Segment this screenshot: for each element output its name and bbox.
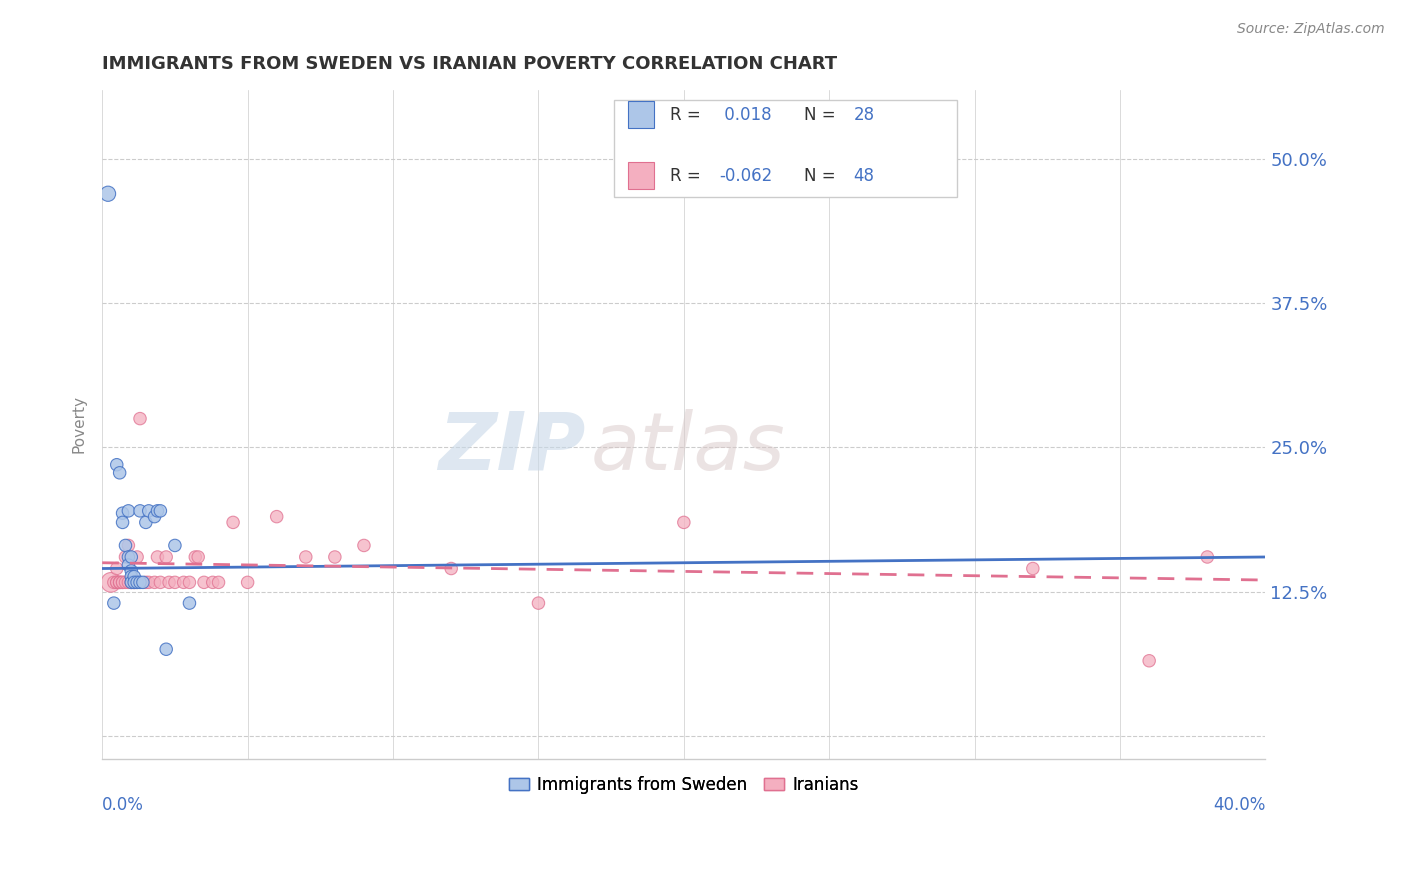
Point bbox=[135, 516, 157, 530]
Point bbox=[323, 549, 346, 564]
Point bbox=[117, 558, 139, 572]
FancyBboxPatch shape bbox=[614, 100, 957, 197]
Text: Source: ZipAtlas.com: Source: ZipAtlas.com bbox=[1237, 22, 1385, 37]
Point bbox=[207, 575, 229, 590]
Point bbox=[105, 575, 128, 590]
Point bbox=[1022, 561, 1045, 575]
Point bbox=[143, 575, 166, 590]
Point bbox=[117, 549, 139, 564]
Point bbox=[163, 575, 186, 590]
Point bbox=[122, 575, 145, 590]
Text: R =: R = bbox=[669, 106, 706, 124]
Point bbox=[132, 575, 155, 590]
Point bbox=[97, 186, 120, 201]
Point bbox=[108, 466, 131, 480]
Point bbox=[187, 549, 209, 564]
Text: 0.0%: 0.0% bbox=[103, 796, 143, 814]
Point bbox=[143, 509, 166, 524]
Point bbox=[127, 549, 149, 564]
Text: N =: N = bbox=[804, 167, 841, 185]
Point bbox=[146, 549, 169, 564]
Point bbox=[111, 575, 134, 590]
Point bbox=[120, 575, 142, 590]
Point bbox=[294, 549, 316, 564]
Point bbox=[173, 575, 195, 590]
Text: ZIP: ZIP bbox=[437, 409, 585, 487]
Point bbox=[135, 575, 157, 590]
Point bbox=[138, 504, 160, 518]
Point bbox=[103, 596, 125, 610]
Text: 28: 28 bbox=[853, 106, 875, 124]
Text: R =: R = bbox=[669, 167, 706, 185]
Point bbox=[117, 504, 139, 518]
Text: atlas: atlas bbox=[591, 409, 786, 487]
Point bbox=[138, 575, 160, 590]
Point bbox=[100, 575, 122, 590]
Point bbox=[146, 504, 169, 518]
Point bbox=[114, 549, 136, 564]
Point bbox=[193, 575, 215, 590]
Point bbox=[222, 516, 245, 530]
Point bbox=[179, 575, 201, 590]
Point bbox=[103, 575, 125, 590]
FancyBboxPatch shape bbox=[628, 102, 654, 128]
Point bbox=[440, 561, 463, 575]
Point bbox=[155, 549, 177, 564]
Point bbox=[105, 561, 128, 575]
Point bbox=[129, 575, 152, 590]
Point bbox=[127, 575, 149, 590]
Point bbox=[122, 569, 145, 583]
Point bbox=[353, 538, 375, 552]
Point bbox=[120, 575, 142, 590]
Point bbox=[105, 458, 128, 472]
Point bbox=[120, 569, 142, 583]
Text: -0.062: -0.062 bbox=[718, 167, 772, 185]
Point bbox=[111, 506, 134, 520]
Point bbox=[201, 575, 224, 590]
Point bbox=[117, 575, 139, 590]
Point bbox=[114, 575, 136, 590]
Point bbox=[163, 538, 186, 552]
Point bbox=[105, 575, 128, 590]
Point bbox=[149, 575, 172, 590]
Point bbox=[179, 596, 201, 610]
Legend: Immigrants from Sweden, Iranians: Immigrants from Sweden, Iranians bbox=[502, 769, 866, 801]
Point bbox=[111, 516, 134, 530]
Point bbox=[120, 549, 142, 564]
Point bbox=[120, 575, 142, 590]
Point bbox=[108, 575, 131, 590]
Point bbox=[120, 564, 142, 578]
Point bbox=[157, 575, 180, 590]
Point bbox=[236, 575, 259, 590]
Point bbox=[111, 575, 134, 590]
Point bbox=[122, 575, 145, 590]
Point bbox=[129, 504, 152, 518]
Text: 0.018: 0.018 bbox=[718, 106, 772, 124]
Point bbox=[1197, 549, 1219, 564]
FancyBboxPatch shape bbox=[628, 162, 654, 189]
Point bbox=[108, 575, 131, 590]
Point bbox=[149, 504, 172, 518]
Y-axis label: Poverty: Poverty bbox=[72, 395, 86, 453]
Point bbox=[184, 549, 207, 564]
Text: 48: 48 bbox=[853, 167, 875, 185]
Point bbox=[266, 509, 288, 524]
Point bbox=[127, 575, 149, 590]
Point bbox=[108, 575, 131, 590]
Point bbox=[155, 642, 177, 657]
Point bbox=[1137, 654, 1160, 668]
Point bbox=[672, 516, 695, 530]
Point bbox=[117, 538, 139, 552]
Text: IMMIGRANTS FROM SWEDEN VS IRANIAN POVERTY CORRELATION CHART: IMMIGRANTS FROM SWEDEN VS IRANIAN POVERT… bbox=[103, 55, 838, 73]
Point bbox=[527, 596, 550, 610]
Text: N =: N = bbox=[804, 106, 841, 124]
Point bbox=[129, 411, 152, 425]
Point bbox=[114, 538, 136, 552]
Point bbox=[122, 575, 145, 590]
Text: 40.0%: 40.0% bbox=[1213, 796, 1265, 814]
